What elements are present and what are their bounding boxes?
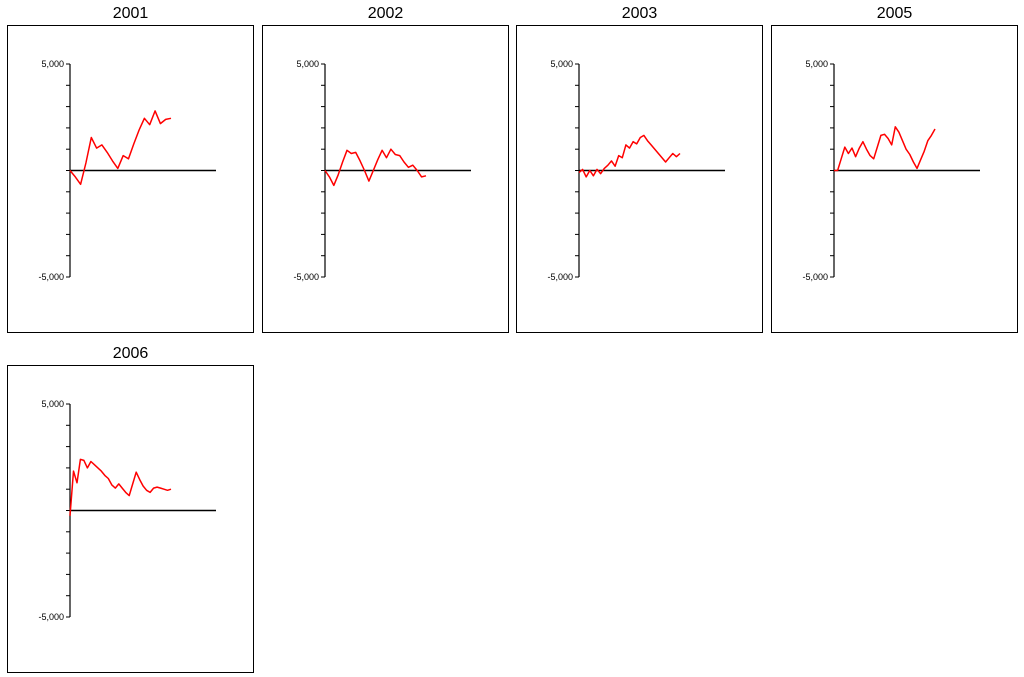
panel-title: 2001	[112, 5, 149, 22]
chart-svg: 5,000 -5,000	[802, 59, 980, 282]
y-tick-label-bottom: -5,000	[802, 272, 828, 282]
series-line	[69, 458, 172, 516]
series-line	[324, 148, 427, 187]
series-line	[69, 110, 172, 186]
y-tick-label-top: 5,000	[296, 59, 319, 69]
y-tick-label-top: 5,000	[550, 59, 573, 69]
chart-frame: 5,000 -5,000	[7, 25, 254, 333]
series-line	[834, 126, 936, 172]
chart-frame: 5,000 -5,000	[7, 365, 254, 673]
panel-title: 2002	[367, 5, 404, 22]
chart-frame: 5,000 -5,000	[262, 25, 509, 333]
chart-svg: 5,000 -5,000	[38, 399, 216, 622]
chart-frame: 5,000 -5,000	[771, 25, 1018, 333]
chart-frame: 5,000 -5,000	[516, 25, 763, 333]
y-tick-label-bottom: -5,000	[293, 272, 319, 282]
chart-svg: 5,000 -5,000	[38, 59, 216, 282]
chart-svg: 5,000 -5,000	[293, 59, 471, 282]
y-tick-label-bottom: -5,000	[38, 272, 64, 282]
y-tick-label-top: 5,000	[41, 399, 64, 409]
panel-title: 2003	[621, 5, 658, 22]
panel-title: 2005	[876, 5, 913, 22]
y-tick-label-bottom: -5,000	[547, 272, 573, 282]
chart-svg: 5,000 -5,000	[547, 59, 725, 282]
series-line	[578, 134, 681, 178]
y-tick-label-top: 5,000	[805, 59, 828, 69]
y-tick-label-bottom: -5,000	[38, 612, 64, 622]
y-tick-label-top: 5,000	[41, 59, 64, 69]
panel-title: 2006	[112, 345, 149, 362]
